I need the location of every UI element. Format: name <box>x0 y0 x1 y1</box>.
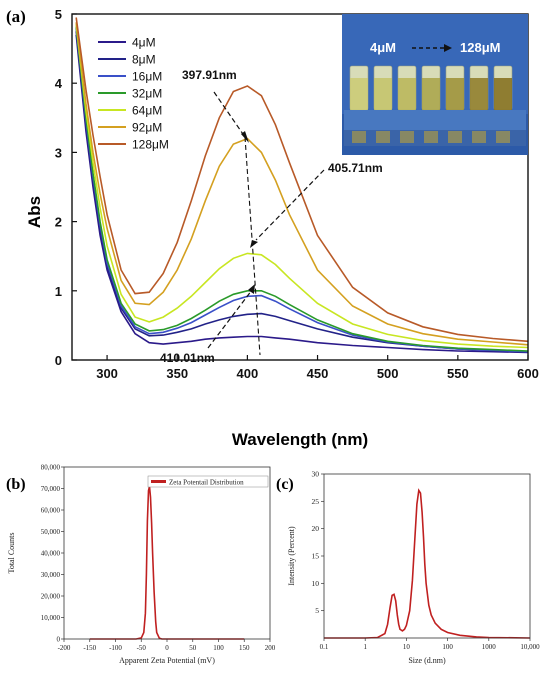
panel-c-y-tick-label-4: 25 <box>312 497 320 506</box>
panel-a-y-axis-label: Abs <box>25 196 44 228</box>
panel-a-legend-label-0: 4μM <box>132 36 156 50</box>
panel-a-label: (a) <box>6 7 26 26</box>
inset-vials-photo: 4μM 128μM <box>342 14 528 155</box>
panel-c-y-tick-label-1: 10 <box>312 579 320 588</box>
panel-a-series-line-3 <box>75 26 529 352</box>
panel-c-y-tick-label-3: 20 <box>312 524 320 533</box>
panel-a-x-tick-label-1: 350 <box>166 366 188 381</box>
panel-b-x-tick-label-3: -50 <box>137 644 147 652</box>
annotation-397nm: 397.91nm <box>182 68 237 82</box>
inset-label-high: 128μM <box>460 40 500 55</box>
panel-a-x-tick-label-2: 400 <box>237 366 259 381</box>
panel-c-x-tick-label-5: 10,000 <box>520 643 540 651</box>
panel-b-y-tick-label-7: 70,000 <box>41 485 61 493</box>
annotation-410nm: 410.01nm <box>160 351 215 365</box>
panel-b-y-tick-label-2: 20,000 <box>41 593 61 601</box>
panel-c-x-axis-label: Size (d.nm) <box>408 656 446 665</box>
panel-b-x-tick-label-0: -200 <box>58 644 71 652</box>
panel-b-x-tick-label-8: 200 <box>265 644 276 652</box>
panel-c-x-tick-label-3: 100 <box>442 643 453 651</box>
panel-b-y-axis-label: Total Counts <box>7 533 16 574</box>
panel-a-series-line-6 <box>75 17 529 343</box>
panel-b-y-tick-label-0: 0 <box>57 636 61 644</box>
panel-a-legend: 4μM 8μM 16μM 32μM 64μM 92μM 128μM <box>98 36 169 152</box>
panel-b-y-tick-label-1: 10,000 <box>41 614 61 622</box>
panel-a-x-tick-label-3: 450 <box>307 366 329 381</box>
panel-a-x-ticks: 300 350 400 450 500 550 600 <box>96 355 539 381</box>
panel-a-y-tick-label-2: 2 <box>55 215 62 230</box>
panel-a-x-tick-label-5: 550 <box>447 366 469 381</box>
panel-a-uv-vis-chart: (a) 300 350 400 450 500 550 600 0 1 2 3 4 5 Wavelen… <box>6 7 539 449</box>
panel-b-x-tick-label-4: 0 <box>165 644 169 652</box>
panel-c-x-tick-label-4: 1000 <box>482 643 497 651</box>
peak-annotations: 397.91nm 405.71nm 410.01nm <box>160 68 383 365</box>
panel-a-y-tick-label-4: 4 <box>55 76 63 91</box>
panel-a-y-tick-label-3: 3 <box>55 145 62 160</box>
panel-a-legend-label-3: 32μM <box>132 87 162 101</box>
panel-c-y-tick-label-5: 30 <box>312 470 320 479</box>
inset-label-low: 4μM <box>370 40 396 55</box>
panel-a-legend-label-5: 92μM <box>132 121 162 135</box>
panel-c-size-chart: (c) 0.1 1 10 100 1000 10,000 5 10 15 20 25 30 Size… <box>276 470 540 666</box>
panel-c-x-ticks: 0.1 1 10 100 1000 10,000 <box>320 638 540 651</box>
panel-a-y-ticks: 0 1 2 3 4 5 <box>55 7 77 368</box>
panel-a-series-line-0 <box>75 34 529 354</box>
panel-a-legend-label-4: 64μM <box>132 104 162 118</box>
panel-b-x-tick-label-2: -100 <box>109 644 122 652</box>
panel-a-series-line-5 <box>75 22 529 346</box>
panel-a-legend-label-1: 8μM <box>132 53 156 67</box>
panel-c-y-tick-label-2: 15 <box>312 552 320 561</box>
panel-a-legend-label-2: 16μM <box>132 70 162 84</box>
panel-b-x-tick-label-7: 150 <box>239 644 250 652</box>
panel-c-x-tick-label-0: 0.1 <box>320 643 329 651</box>
panel-b-zeta-chart: (b) -200 -150 -100 -50 0 50 100 150 200 0 10,000 2… <box>6 464 276 666</box>
panel-b-y-ticks: 0 10,000 20,000 30,000 40,000 50,000 60,000 70,… <box>41 464 64 644</box>
panel-c-y-axis-label: Intensity (Percent) <box>287 526 296 586</box>
panel-a-x-tick-label-0: 300 <box>96 366 118 381</box>
panel-b-plot-frame <box>63 466 271 640</box>
panel-b-x-tick-label-6: 100 <box>213 644 224 652</box>
panel-b-label: (b) <box>6 476 26 493</box>
panel-a-series-line-4 <box>75 24 529 349</box>
panel-b-y-tick-label-6: 60,000 <box>41 507 61 515</box>
panel-a-legend-label-6: 128μM <box>132 138 169 152</box>
panel-b-y-tick-label-3: 30,000 <box>41 571 61 579</box>
panel-c-x-tick-label-1: 1 <box>363 643 367 651</box>
panel-b-series-line-0 <box>89 486 245 640</box>
panel-b-x-ticks: -200 -150 -100 -50 0 50 100 150 200 <box>58 639 276 652</box>
panel-a-x-tick-label-4: 500 <box>377 366 399 381</box>
panel-c-x-tick-label-2: 10 <box>403 643 411 651</box>
panel-c-series-line-0 <box>324 488 531 639</box>
panel-a-series-lines <box>75 17 529 354</box>
annotation-405nm: 405.71nm <box>328 161 383 175</box>
panel-a-x-axis-label: Wavelength (nm) <box>232 430 368 449</box>
panel-b-x-axis-label: Apparent Zeta Potential (mV) <box>119 656 215 665</box>
panel-a-x-tick-label-6: 600 <box>517 366 539 381</box>
panel-b-series-lines <box>89 486 245 640</box>
panel-c-y-tick-label-0: 5 <box>315 606 319 615</box>
panel-a-y-tick-label-1: 1 <box>55 284 62 299</box>
panel-c-y-ticks: 5 10 15 20 25 30 <box>312 470 324 615</box>
panel-b-y-tick-label-5: 50,000 <box>41 528 61 536</box>
panel-a-y-tick-label-0: 0 <box>55 353 62 368</box>
panel-b-x-tick-label-1: -150 <box>83 644 96 652</box>
panel-b-x-tick-label-5: 50 <box>189 644 197 652</box>
panel-c-series-lines <box>324 488 531 639</box>
panel-c-label: (c) <box>276 476 294 493</box>
panel-b-legend-label: Zeta Potentail Distribution <box>169 479 244 487</box>
panel-a-y-tick-label-5: 5 <box>55 7 62 22</box>
panel-b-y-tick-label-4: 40,000 <box>41 550 61 558</box>
panel-b-legend: Zeta Potentail Distribution <box>147 475 269 488</box>
panel-a-plot-frame <box>71 13 529 361</box>
panel-c-plot-frame <box>323 473 531 639</box>
panel-b-y-tick-label-8: 80,000 <box>41 464 61 472</box>
